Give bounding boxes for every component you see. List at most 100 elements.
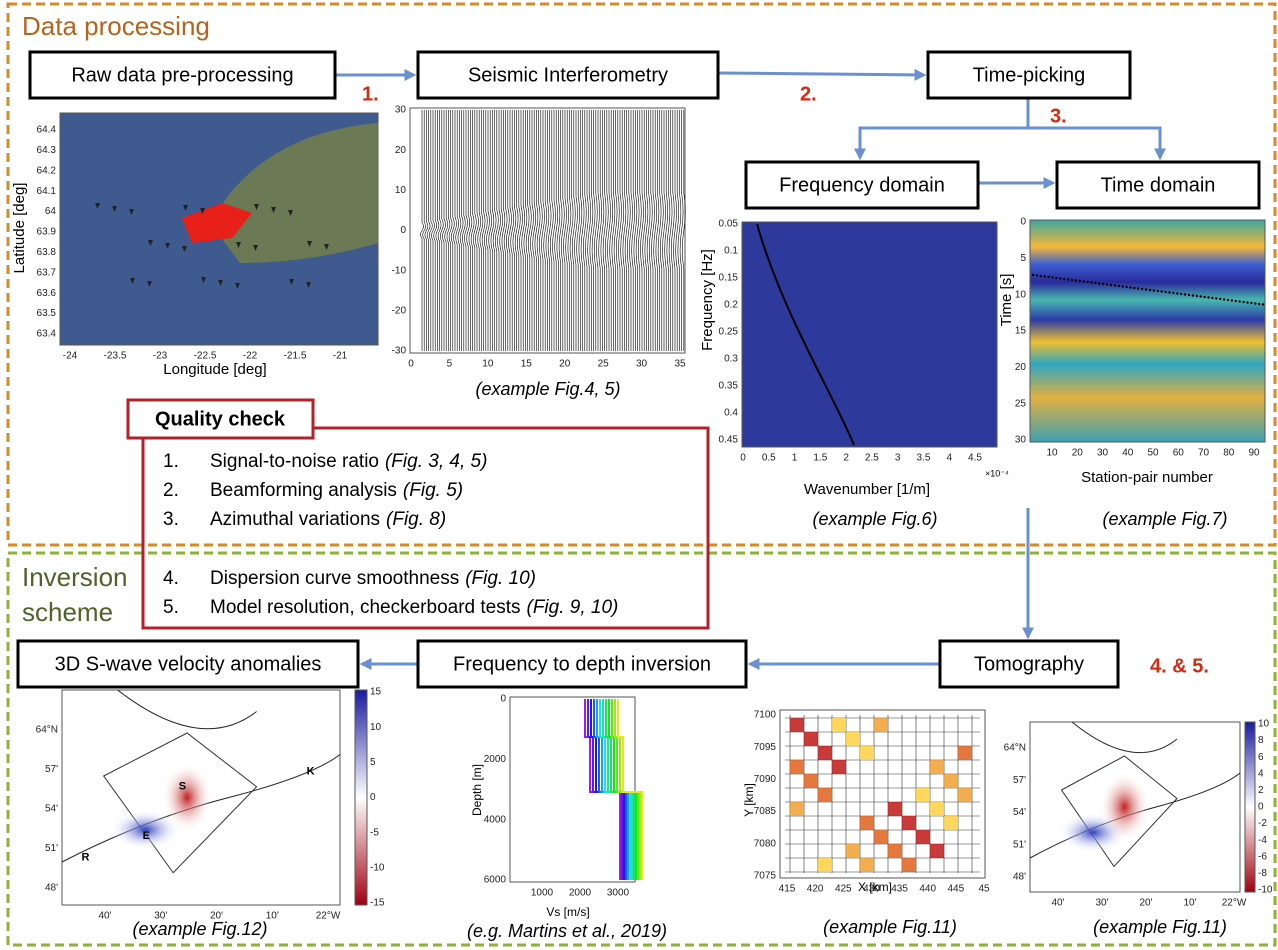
x-tick-label: 2 [843, 453, 849, 464]
cell [860, 858, 874, 872]
pick [1105, 283, 1109, 286]
cell [930, 760, 944, 774]
x-tick-label: 1 [792, 453, 798, 464]
pick [1102, 282, 1105, 286]
qc-number: 5. [163, 597, 179, 618]
trace [521, 110, 525, 351]
station [148, 240, 153, 246]
qc-text: Dispersion curve smoothness [210, 568, 459, 589]
y-tick-label: 0.05 [719, 219, 739, 230]
pick [1121, 285, 1124, 288]
y-axis-label: Depth [m] [470, 764, 484, 816]
pick [1125, 285, 1128, 289]
station [254, 204, 259, 210]
trace [646, 110, 651, 351]
x-tick-label: 3 [895, 453, 901, 464]
y-tick-label: 30 [395, 105, 407, 116]
arrow [858, 99, 1160, 158]
pick [1234, 299, 1238, 303]
x-tick-label: 40' [1051, 898, 1064, 909]
trace [631, 110, 635, 351]
x-tick-label: 10 [482, 359, 494, 370]
caption: (example Fig.4, 5) [475, 379, 620, 399]
trace [453, 110, 457, 351]
colorbar-tick: 10 [370, 722, 382, 733]
y-tick-label: 63.5 [37, 308, 57, 319]
trace [420, 110, 424, 351]
x-tick-label: 30' [154, 911, 167, 922]
pick [1187, 293, 1191, 297]
step-label: 1. [362, 83, 379, 105]
pick [1226, 298, 1230, 302]
caption: (example Fig.7) [1102, 509, 1227, 529]
qc-number: 3. [163, 509, 179, 530]
trace [655, 110, 660, 351]
trace [554, 110, 558, 351]
colorbar-tick: -8 [1258, 868, 1267, 879]
station [183, 205, 188, 211]
cell [804, 732, 818, 746]
trace [473, 110, 477, 351]
pick [1113, 284, 1117, 287]
y-tick-label: 30 [1015, 435, 1027, 446]
step-label: 4. & 5. [1150, 655, 1209, 677]
trace [481, 110, 486, 351]
profile [593, 699, 627, 880]
cell [860, 746, 874, 760]
pick [1199, 295, 1202, 298]
pick [1148, 288, 1152, 292]
trace [613, 110, 618, 351]
y-tick-label: 0.3 [724, 354, 738, 365]
trace [501, 110, 506, 351]
flow-box-label: 3D S-wave velocity anomalies [55, 653, 322, 675]
qc-text: Beamforming analysis [210, 480, 397, 501]
trace [528, 110, 532, 351]
trace [649, 110, 653, 351]
profile [608, 699, 637, 880]
trace [484, 110, 488, 351]
colorbar-tick: 6 [1258, 752, 1264, 763]
trace [545, 110, 550, 351]
y-axis-label: Latitude [deg] [11, 183, 28, 274]
pick [1078, 279, 1082, 283]
y-tick-label: -30 [392, 346, 407, 357]
pick [1059, 277, 1062, 280]
cell [818, 858, 832, 872]
cell [818, 788, 832, 802]
y-tick-label: 63.8 [37, 247, 57, 258]
trace [468, 110, 473, 351]
cell [902, 858, 916, 872]
qc-text: Azimuthal variations [210, 509, 380, 530]
trace [534, 110, 539, 351]
profile [617, 699, 643, 880]
cell [818, 746, 832, 760]
qc-title: Quality check [155, 408, 286, 430]
pick [1051, 276, 1054, 279]
cell [804, 774, 818, 788]
x-tick-label: 20 [559, 359, 571, 370]
pick [1180, 292, 1183, 296]
x-tick-label: 30 [1097, 448, 1109, 459]
cell [930, 844, 944, 858]
cell [874, 830, 888, 844]
x-tick-label: -23 [153, 351, 168, 362]
qc-number: 2. [163, 480, 179, 501]
station [271, 207, 276, 213]
colorbar-tick: 10 [1258, 719, 1270, 730]
trace [627, 110, 631, 351]
trace [589, 110, 594, 351]
profile [611, 699, 639, 880]
trace [552, 110, 556, 351]
flow-box-label: Time domain [1101, 174, 1216, 196]
x-axis-label: X [km] [858, 880, 892, 894]
station [235, 283, 240, 289]
trace [638, 110, 642, 351]
trace [514, 110, 519, 351]
x-tick-label: 20' [210, 911, 223, 922]
pick [1109, 283, 1113, 287]
trace [609, 110, 613, 351]
region-letter: E [143, 830, 150, 842]
trace [622, 110, 627, 351]
x-axis-label: Vs [m/s] [546, 905, 589, 919]
trace [457, 110, 462, 351]
